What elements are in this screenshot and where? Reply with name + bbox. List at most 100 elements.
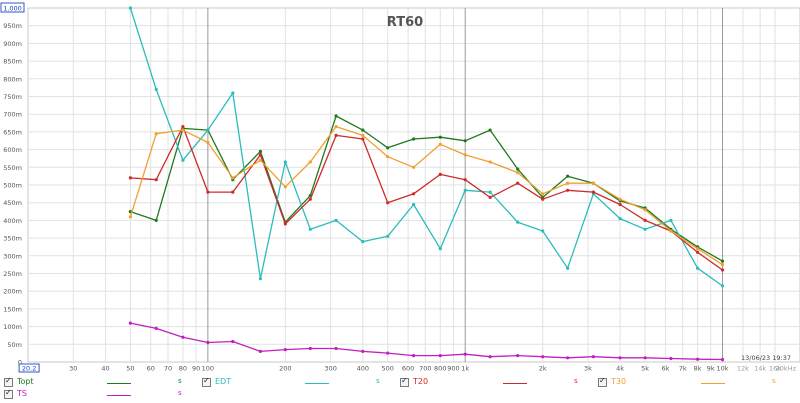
legend-item-topt[interactable]: Topt s (4, 376, 194, 388)
series-point-edt (181, 158, 185, 162)
series-point-topt (258, 149, 262, 153)
x-tick-label: 8k (694, 365, 702, 373)
series-line-t30 (129, 125, 723, 266)
series-point-t30 (618, 197, 622, 201)
series-point-ts (566, 356, 570, 360)
x-tick-label: 80 (179, 365, 187, 373)
y-tick-label: 900m (3, 40, 22, 48)
series-point-topt (154, 218, 158, 222)
series-point-ts (541, 355, 545, 359)
series-point-edt (618, 217, 622, 221)
x-tick-label: 90 (192, 365, 200, 373)
series-point-t30 (720, 263, 725, 267)
y-tick-label: 350m (3, 235, 22, 243)
legend-checkbox[interactable] (4, 388, 13, 399)
legend-unit: s (376, 377, 380, 385)
series-point-t30 (308, 160, 312, 164)
series-point-t30 (334, 125, 338, 129)
x-tick-label: 900 (447, 365, 459, 373)
series-point-ts (516, 354, 520, 358)
x-tick-label: 600 (402, 365, 414, 373)
legend-label: EDT (215, 377, 232, 386)
legend-item-t30[interactable]: T30 s (598, 376, 788, 388)
x-tick-label: 400 (357, 365, 369, 373)
series-point-ts (643, 356, 647, 360)
y-tick-label: 600m (3, 146, 22, 154)
legend-swatch (107, 395, 131, 396)
series-point-t20 (258, 153, 262, 157)
series-point-topt (516, 167, 520, 171)
y-tick-label: 50m (7, 341, 22, 349)
y-tick-label: 950m (3, 22, 22, 30)
x-tick-label: 40 (101, 365, 109, 373)
series-point-topt (720, 259, 725, 263)
legend-checkbox[interactable] (400, 376, 409, 387)
series-point-t20 (412, 192, 416, 196)
series-point-ts (618, 356, 622, 360)
series-point-t20 (128, 176, 132, 180)
legend-checkbox[interactable] (202, 376, 211, 387)
series-point-ts (154, 326, 158, 330)
legend-swatch (701, 383, 725, 384)
legend-checkbox[interactable] (598, 376, 607, 387)
series-point-ts (463, 352, 467, 356)
series-point-t30 (283, 185, 287, 189)
legend-item-ts[interactable]: TS s (4, 388, 194, 400)
series-point-ts (488, 355, 492, 359)
legend-label: T20 (413, 377, 429, 386)
legend-item-edt[interactable]: EDT s (202, 376, 392, 388)
series-point-t30 (154, 132, 158, 136)
series-point-edt (720, 284, 725, 288)
series-point-t20 (438, 172, 442, 176)
series-point-t20 (618, 202, 622, 207)
series-point-edt (283, 160, 287, 164)
x-tick-label: 1k (461, 365, 469, 373)
x-tick-label: 20kHz (776, 365, 797, 373)
legend-swatch (503, 383, 527, 384)
y-axis-ticks: 950m 900m 850m 800m 750m 700m 650m 600m 550m 500m… (0, 2, 25, 367)
series-point-edt (643, 227, 647, 231)
series-line-ts (130, 322, 723, 361)
series-point-ts (283, 348, 287, 352)
series-point-t30 (438, 142, 442, 146)
y-top-label: 1.000 (3, 4, 22, 12)
rt60-chart[interactable]: 20.2 30 40 50 60 70 80 90 100 200 300 400 500 600 700 8… (0, 0, 800, 373)
series-point-t30 (669, 229, 673, 233)
series-point-t20 (231, 190, 235, 194)
legend-unit: s (772, 377, 776, 385)
series-line-edt (129, 7, 723, 287)
series-point-ts (128, 321, 132, 325)
series-point-t20 (720, 268, 725, 272)
legend-swatch (107, 383, 131, 384)
legend-item-t20[interactable]: T20 s (400, 376, 590, 388)
x-axis-ticks: 20.2 30 40 50 60 70 80 90 100 200 300 400 500 600 700 8… (18, 363, 797, 373)
x-tick-label: 200 (279, 365, 291, 373)
series-point-ts (720, 357, 725, 362)
series-point-t20 (308, 197, 312, 201)
series-point-t20 (283, 222, 287, 226)
y-tick-label: 750m (3, 93, 22, 101)
series-point-topt (334, 114, 338, 118)
series-point-topt (412, 137, 416, 141)
series-point-edt (488, 190, 492, 194)
legend-checkbox[interactable] (4, 376, 13, 387)
series-point-edt (258, 277, 262, 281)
series-point-ts (591, 355, 596, 359)
series-point-edt (669, 218, 673, 222)
series-point-ts (669, 356, 673, 361)
chart-title: RT60 (387, 15, 423, 30)
timestamp-label: 13/06/23 19:37 (741, 354, 791, 362)
series-point-ts (206, 340, 210, 345)
series-point-t20 (154, 178, 158, 182)
series-point-t30 (696, 247, 700, 251)
series-point-topt (566, 174, 570, 178)
x-tick-label: 60 (147, 365, 155, 373)
y-tick-label: 500m (3, 182, 22, 190)
x-tick-label: 500 (382, 365, 394, 373)
x-tick-label: 100 (202, 365, 214, 373)
series-point-t20 (361, 137, 365, 141)
series-point-t30 (231, 176, 235, 180)
x-tick-label: 10k (717, 365, 729, 373)
x-tick-label: 300 (324, 365, 336, 373)
x-tick-label: 2k (539, 365, 547, 373)
